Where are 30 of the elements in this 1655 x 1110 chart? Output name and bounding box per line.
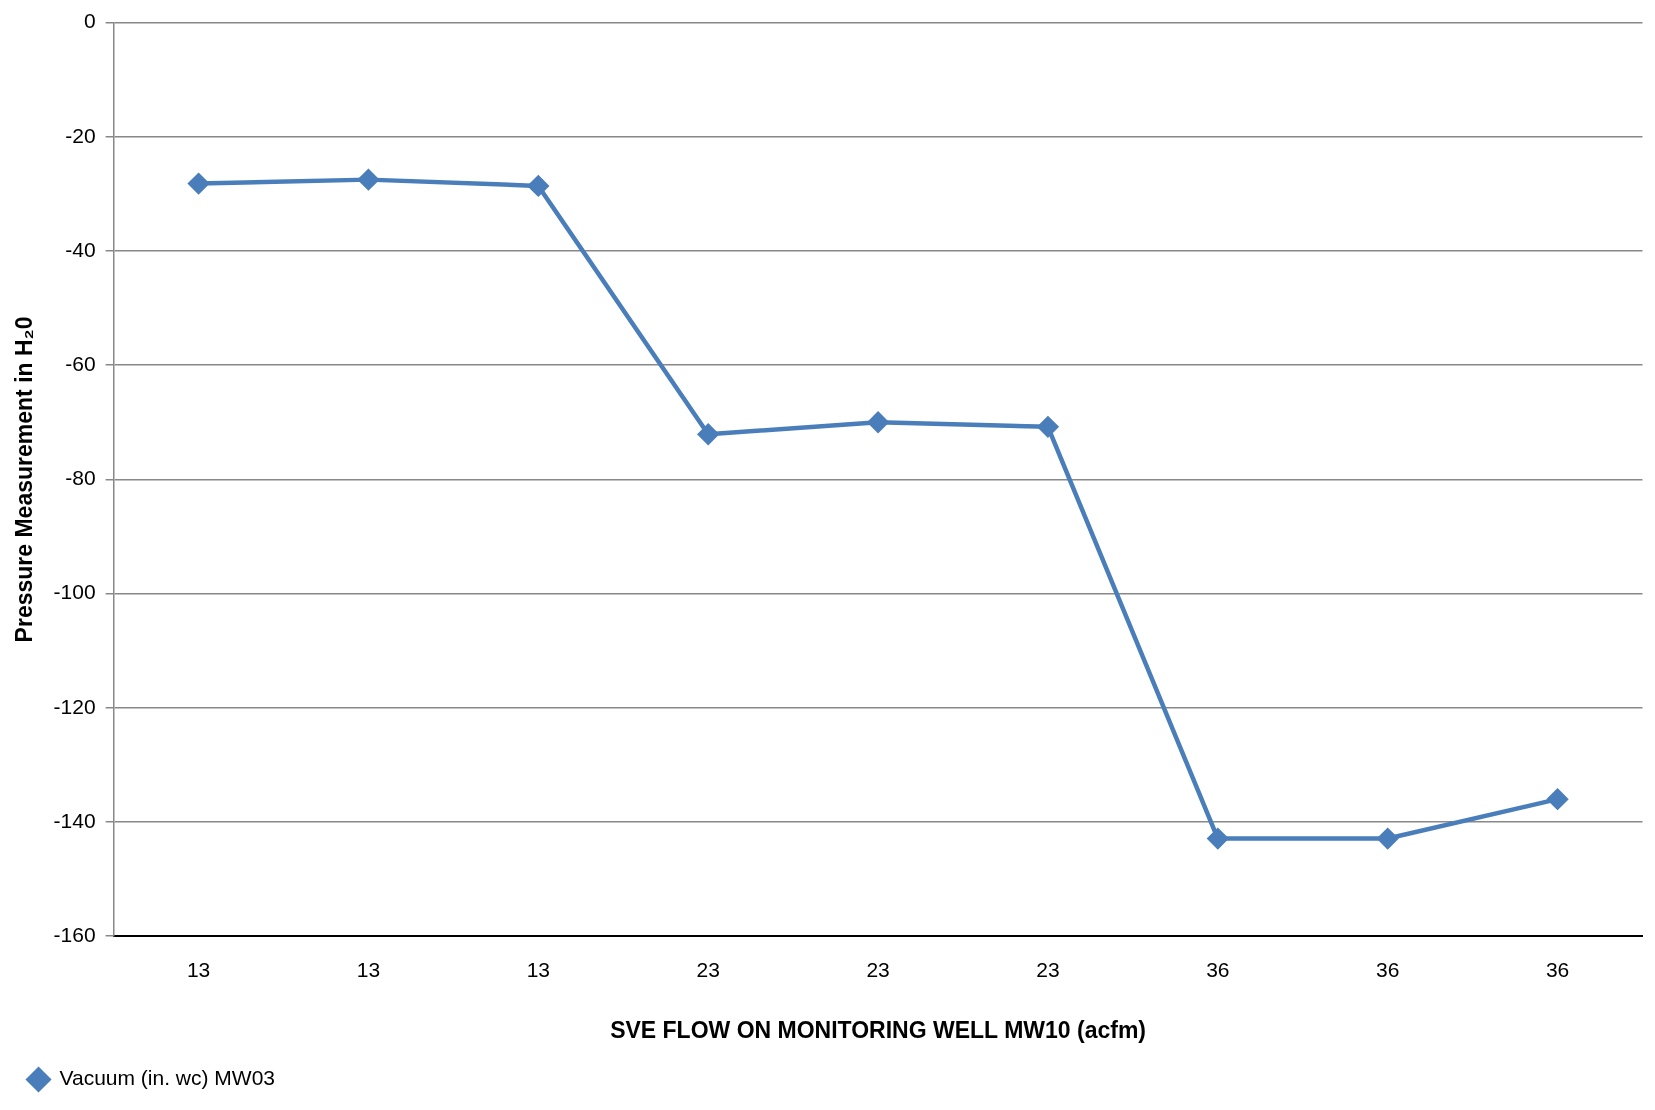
point — [1207, 828, 1229, 849]
x-tick-label: 36 — [1206, 957, 1230, 981]
x-tick-label: 13 — [526, 957, 550, 981]
y-tick-label: -40 — [65, 237, 96, 261]
x-tick-label: 23 — [1036, 957, 1060, 981]
point — [1037, 416, 1059, 438]
y-tick-label: -120 — [53, 694, 96, 718]
legend-label: Vacuum (in. wc) MW03 — [59, 1066, 275, 1090]
y-tick-label: -140 — [53, 808, 96, 832]
point — [697, 424, 719, 445]
point — [358, 169, 379, 190]
y-tick-label: 0 — [83, 9, 96, 33]
y-tick-label: -20 — [65, 123, 96, 147]
x-tick-label: 36 — [1376, 957, 1400, 981]
y-axis-title: Pressure Measurement in H₂0 — [11, 316, 38, 643]
x-tick-label: 23 — [696, 957, 720, 981]
x-tick-label: 23 — [866, 957, 890, 981]
x-tick-label: 13 — [356, 957, 381, 981]
point — [188, 173, 209, 194]
x-tick-label: 13 — [186, 957, 211, 981]
y-tick-label: -160 — [53, 923, 96, 946]
point — [867, 412, 889, 433]
y-tick-label: -80 — [65, 466, 96, 490]
y-tick-label: -100 — [53, 580, 96, 604]
x-tick-label: 36 — [1545, 957, 1570, 981]
point — [1377, 828, 1398, 849]
x-axis-title: SVE FLOW ON MONITORING WELL MW10 (acfm) — [610, 1016, 1146, 1043]
y-tick-label: -60 — [65, 352, 96, 375]
point — [528, 175, 549, 197]
point — [1547, 788, 1568, 810]
